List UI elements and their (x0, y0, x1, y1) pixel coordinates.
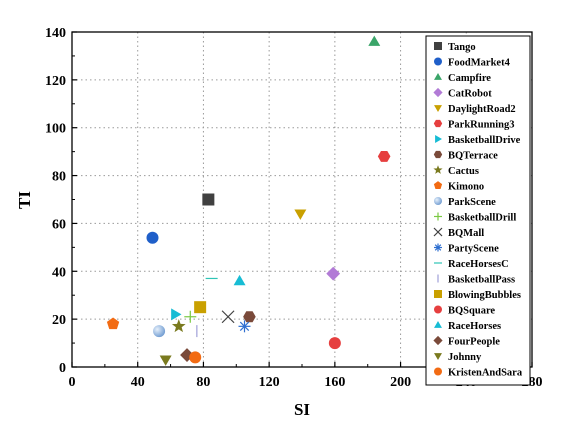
legend-marker-tango (434, 42, 442, 50)
legend-marker-fourpeople (433, 335, 443, 346)
data-point-campfire (368, 35, 381, 46)
x-tick-label: 160 (324, 375, 345, 390)
data-point-parkscene (153, 325, 166, 338)
y-tick-label: 80 (52, 170, 66, 185)
points-layer (106, 35, 391, 366)
legend-marker-basketballdrive (435, 135, 442, 143)
data-point-foodmarket4 (146, 231, 159, 244)
legend-label-racehorsesc: RaceHorsesC (448, 259, 509, 270)
data-point-parkrunning3 (377, 150, 391, 162)
data-point-tango (202, 193, 215, 206)
legend-marker-parkscene (434, 197, 442, 205)
x-tick-label: 200 (390, 375, 411, 390)
legend-label-campfire: Campfire (448, 73, 491, 84)
y-axis-title: TI (15, 191, 34, 209)
legend-marker-kimono (433, 181, 443, 189)
legend-label-cactus: Cactus (448, 166, 479, 177)
legend-marker-partyscene (434, 243, 442, 252)
legend-marker-kristenandsara (434, 367, 442, 376)
legend-label-daylightroad2: DaylightRoad2 (448, 104, 516, 115)
x-tick-label: 0 (69, 375, 76, 390)
legend-label-johnny: Johnny (448, 352, 482, 363)
legend-marker-catrobot (433, 87, 443, 98)
data-point-racehorses (233, 274, 246, 286)
legend-marker-bqmall (433, 227, 443, 237)
y-tick-label: 40 (52, 265, 66, 280)
data-point-kristenandsara (189, 351, 202, 364)
legend-label-kristenandsara: KristenAndSara (448, 367, 523, 378)
legend-label-racehorses: RaceHorses (448, 321, 501, 332)
legend-marker-daylightroad2 (434, 105, 442, 112)
legend-marker-campfire (434, 73, 442, 80)
data-point-blowingbubbles (194, 301, 207, 314)
data-point-catrobot (326, 266, 341, 281)
y-tick-label: 140 (45, 26, 66, 41)
legend-marker-basketballdrill (434, 212, 442, 221)
x-tick-label: 80 (196, 375, 210, 390)
y-tick-label: 60 (52, 217, 66, 232)
legend-marker-bqsquare (434, 305, 442, 314)
legend-marker-cactus (433, 165, 443, 174)
legend-marker-blowingbubbles (434, 290, 442, 298)
data-point-kimono (106, 317, 120, 330)
x-tick-label: 120 (259, 375, 280, 390)
data-point-daylightroad2 (294, 209, 307, 220)
legend-marker-foodmarket4 (434, 57, 442, 66)
legend-label-parkrunning3: ParkRunning3 (448, 119, 515, 130)
legend-marker-bqterrace (433, 150, 443, 159)
data-point-bqmall (221, 310, 235, 324)
data-point-basketballdrill (184, 310, 197, 323)
y-tick-label: 0 (59, 361, 66, 376)
legend-label-basketballdrill: BasketballDrill (448, 212, 516, 223)
legend-label-bqmall: BQMall (448, 228, 484, 239)
data-point-bqterrace (243, 311, 256, 323)
legend-label-foodmarket4: FoodMarket4 (448, 57, 511, 68)
legend-label-fourpeople: FourPeople (448, 336, 500, 347)
legend-label-partyscene: PartyScene (448, 243, 499, 254)
legend-label-catrobot: CatRobot (448, 88, 492, 99)
data-point-basketballdrive (171, 308, 182, 321)
data-point-partyscene (238, 320, 251, 333)
legend-label-kimono: Kimono (448, 181, 484, 192)
legend: Tango FoodMarket4 Campfire CatRobot Daylight… (425, 35, 531, 386)
legend-label-basketballpass: BasketballPass (448, 274, 515, 285)
y-tick-label: 100 (45, 122, 66, 137)
y-tick-label: 20 (52, 313, 66, 328)
legend-label-parkscene: ParkScene (448, 197, 496, 208)
legend-label-basketballdrive: BasketballDrive (448, 135, 521, 146)
legend-label-bqterrace: BQTerrace (448, 150, 498, 161)
x-tick-label: 40 (131, 375, 145, 390)
axes-layer: 04080120160200240280020406080100120140 (45, 26, 543, 390)
legend-marker-parkrunning3 (433, 119, 443, 128)
legend-marker-racehorses (434, 321, 442, 328)
legend-label-bqsquare: BQSquare (448, 305, 495, 316)
legend-label-tango: Tango (448, 42, 476, 53)
data-point-cactus (171, 319, 186, 333)
data-point-bqsquare (328, 337, 341, 350)
legend-marker-johnny (434, 353, 442, 360)
x-axis-title: SI (294, 400, 310, 419)
legend-label-blowingbubbles: BlowingBubbles (448, 290, 521, 301)
y-tick-label: 120 (45, 74, 66, 89)
data-point-johnny (159, 355, 172, 366)
legend-box (425, 35, 531, 386)
